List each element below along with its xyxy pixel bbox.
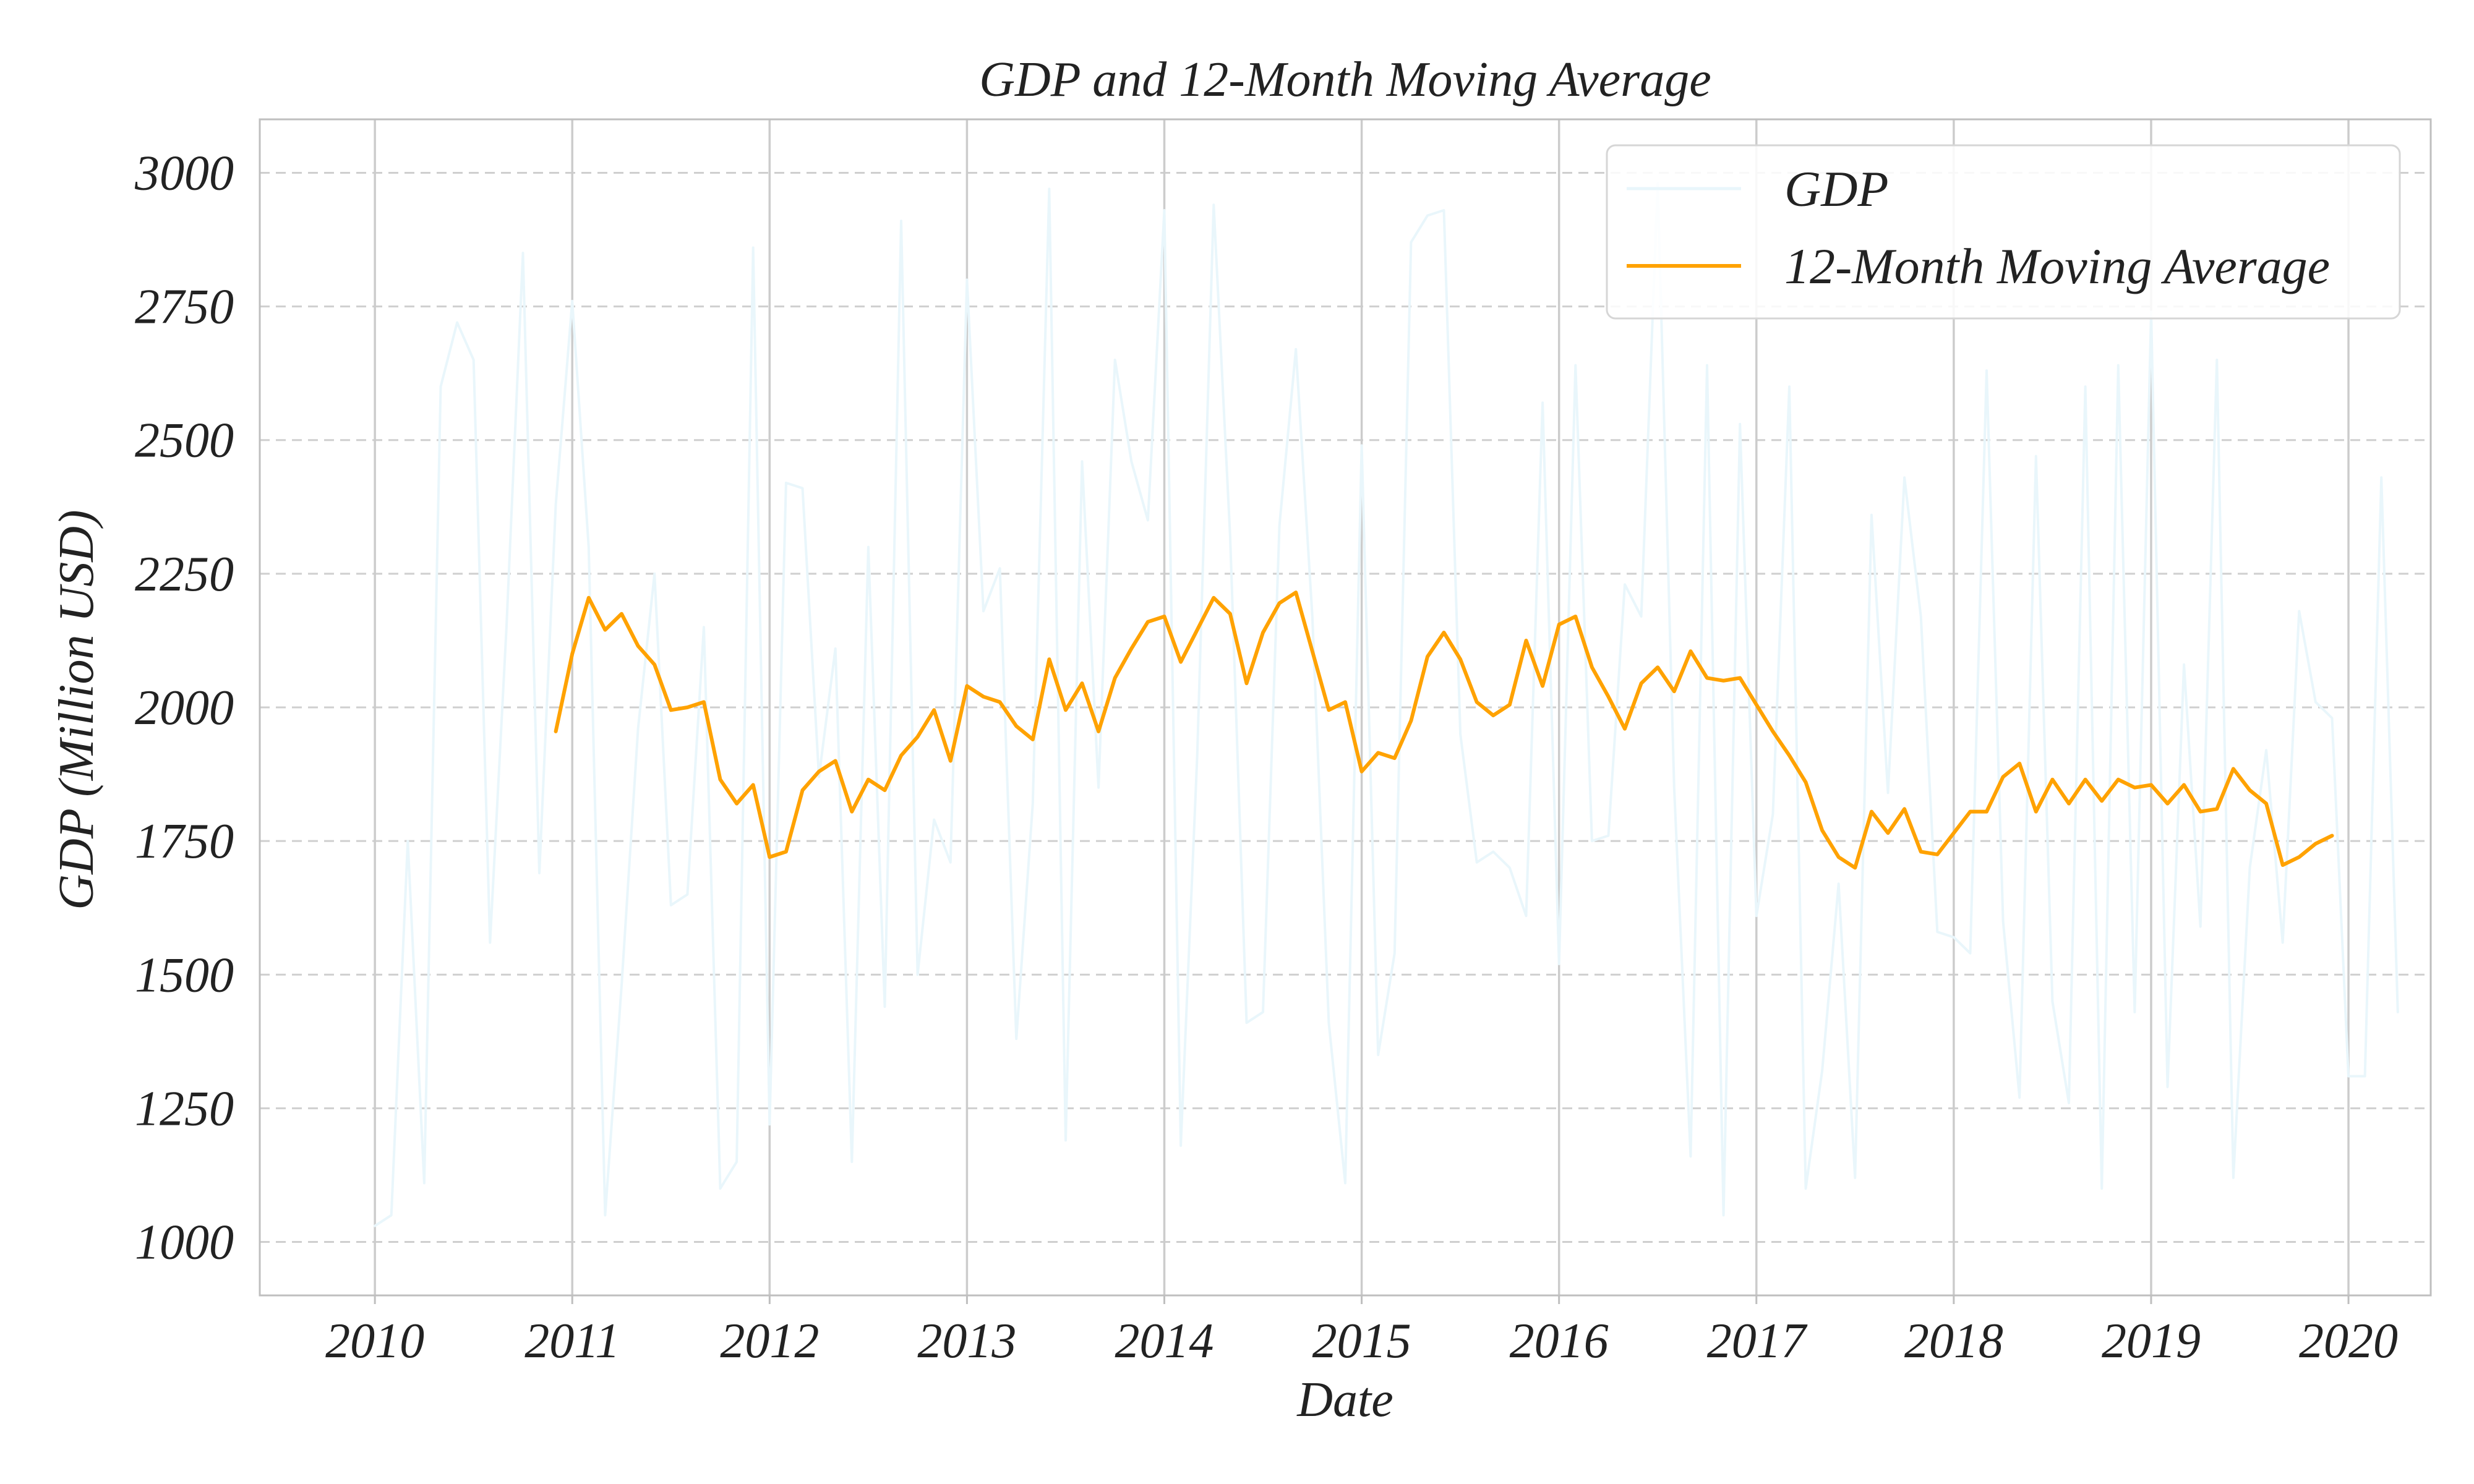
- y-tick-label: 3000: [134, 146, 234, 200]
- legend-box: [1606, 144, 2401, 320]
- y-tick-label: 1250: [135, 1081, 234, 1136]
- x-tick-label: 2018: [1904, 1314, 2003, 1368]
- x-tick-label: 2010: [325, 1314, 424, 1368]
- plot-frame: [259, 118, 2432, 1297]
- y-tick-label: 1750: [135, 814, 234, 869]
- y-tick-label: 2750: [135, 280, 234, 335]
- x-tick-label: 2014: [1115, 1314, 1214, 1368]
- axis-ticks: 1000 1250 1500 1750 2000 2250 2500 2750 3000 2010…: [134, 146, 2398, 1368]
- x-tick-label: 2019: [2102, 1314, 2201, 1368]
- y-tick-label: 2000: [135, 681, 234, 735]
- y-tick-label: 2250: [135, 547, 234, 602]
- x-tick-label: 2013: [917, 1314, 1016, 1368]
- x-tick-label: 2012: [720, 1314, 819, 1368]
- x-tick-label: 2017: [1707, 1314, 1808, 1368]
- legend: GDP 12-Month Moving Average: [1606, 144, 2401, 320]
- series-lines: [374, 182, 2399, 1227]
- x-tick-label: 2016: [1510, 1314, 1609, 1368]
- x-tick-label: 2011: [524, 1314, 620, 1368]
- legend-label-gdp: GDP: [1784, 161, 1889, 217]
- legend-label-moving-average: 12-Month Moving Average: [1784, 238, 2330, 294]
- x-tick-label: 2015: [1312, 1314, 1411, 1368]
- x-tick-label: 2020: [2299, 1314, 2398, 1368]
- x-axis-label: Date: [1296, 1373, 1393, 1427]
- y-axis-label: GDP (Million USD): [49, 510, 104, 910]
- y-tick-label: 1000: [135, 1216, 234, 1270]
- chart-title: GDP and 12-Month Moving Average: [979, 53, 1711, 107]
- y-tick-label: 1500: [135, 948, 234, 1002]
- series-line-moving-average: [554, 591, 2334, 870]
- series-line-gdp: [374, 182, 2399, 1227]
- y-tick-label: 2500: [135, 414, 234, 468]
